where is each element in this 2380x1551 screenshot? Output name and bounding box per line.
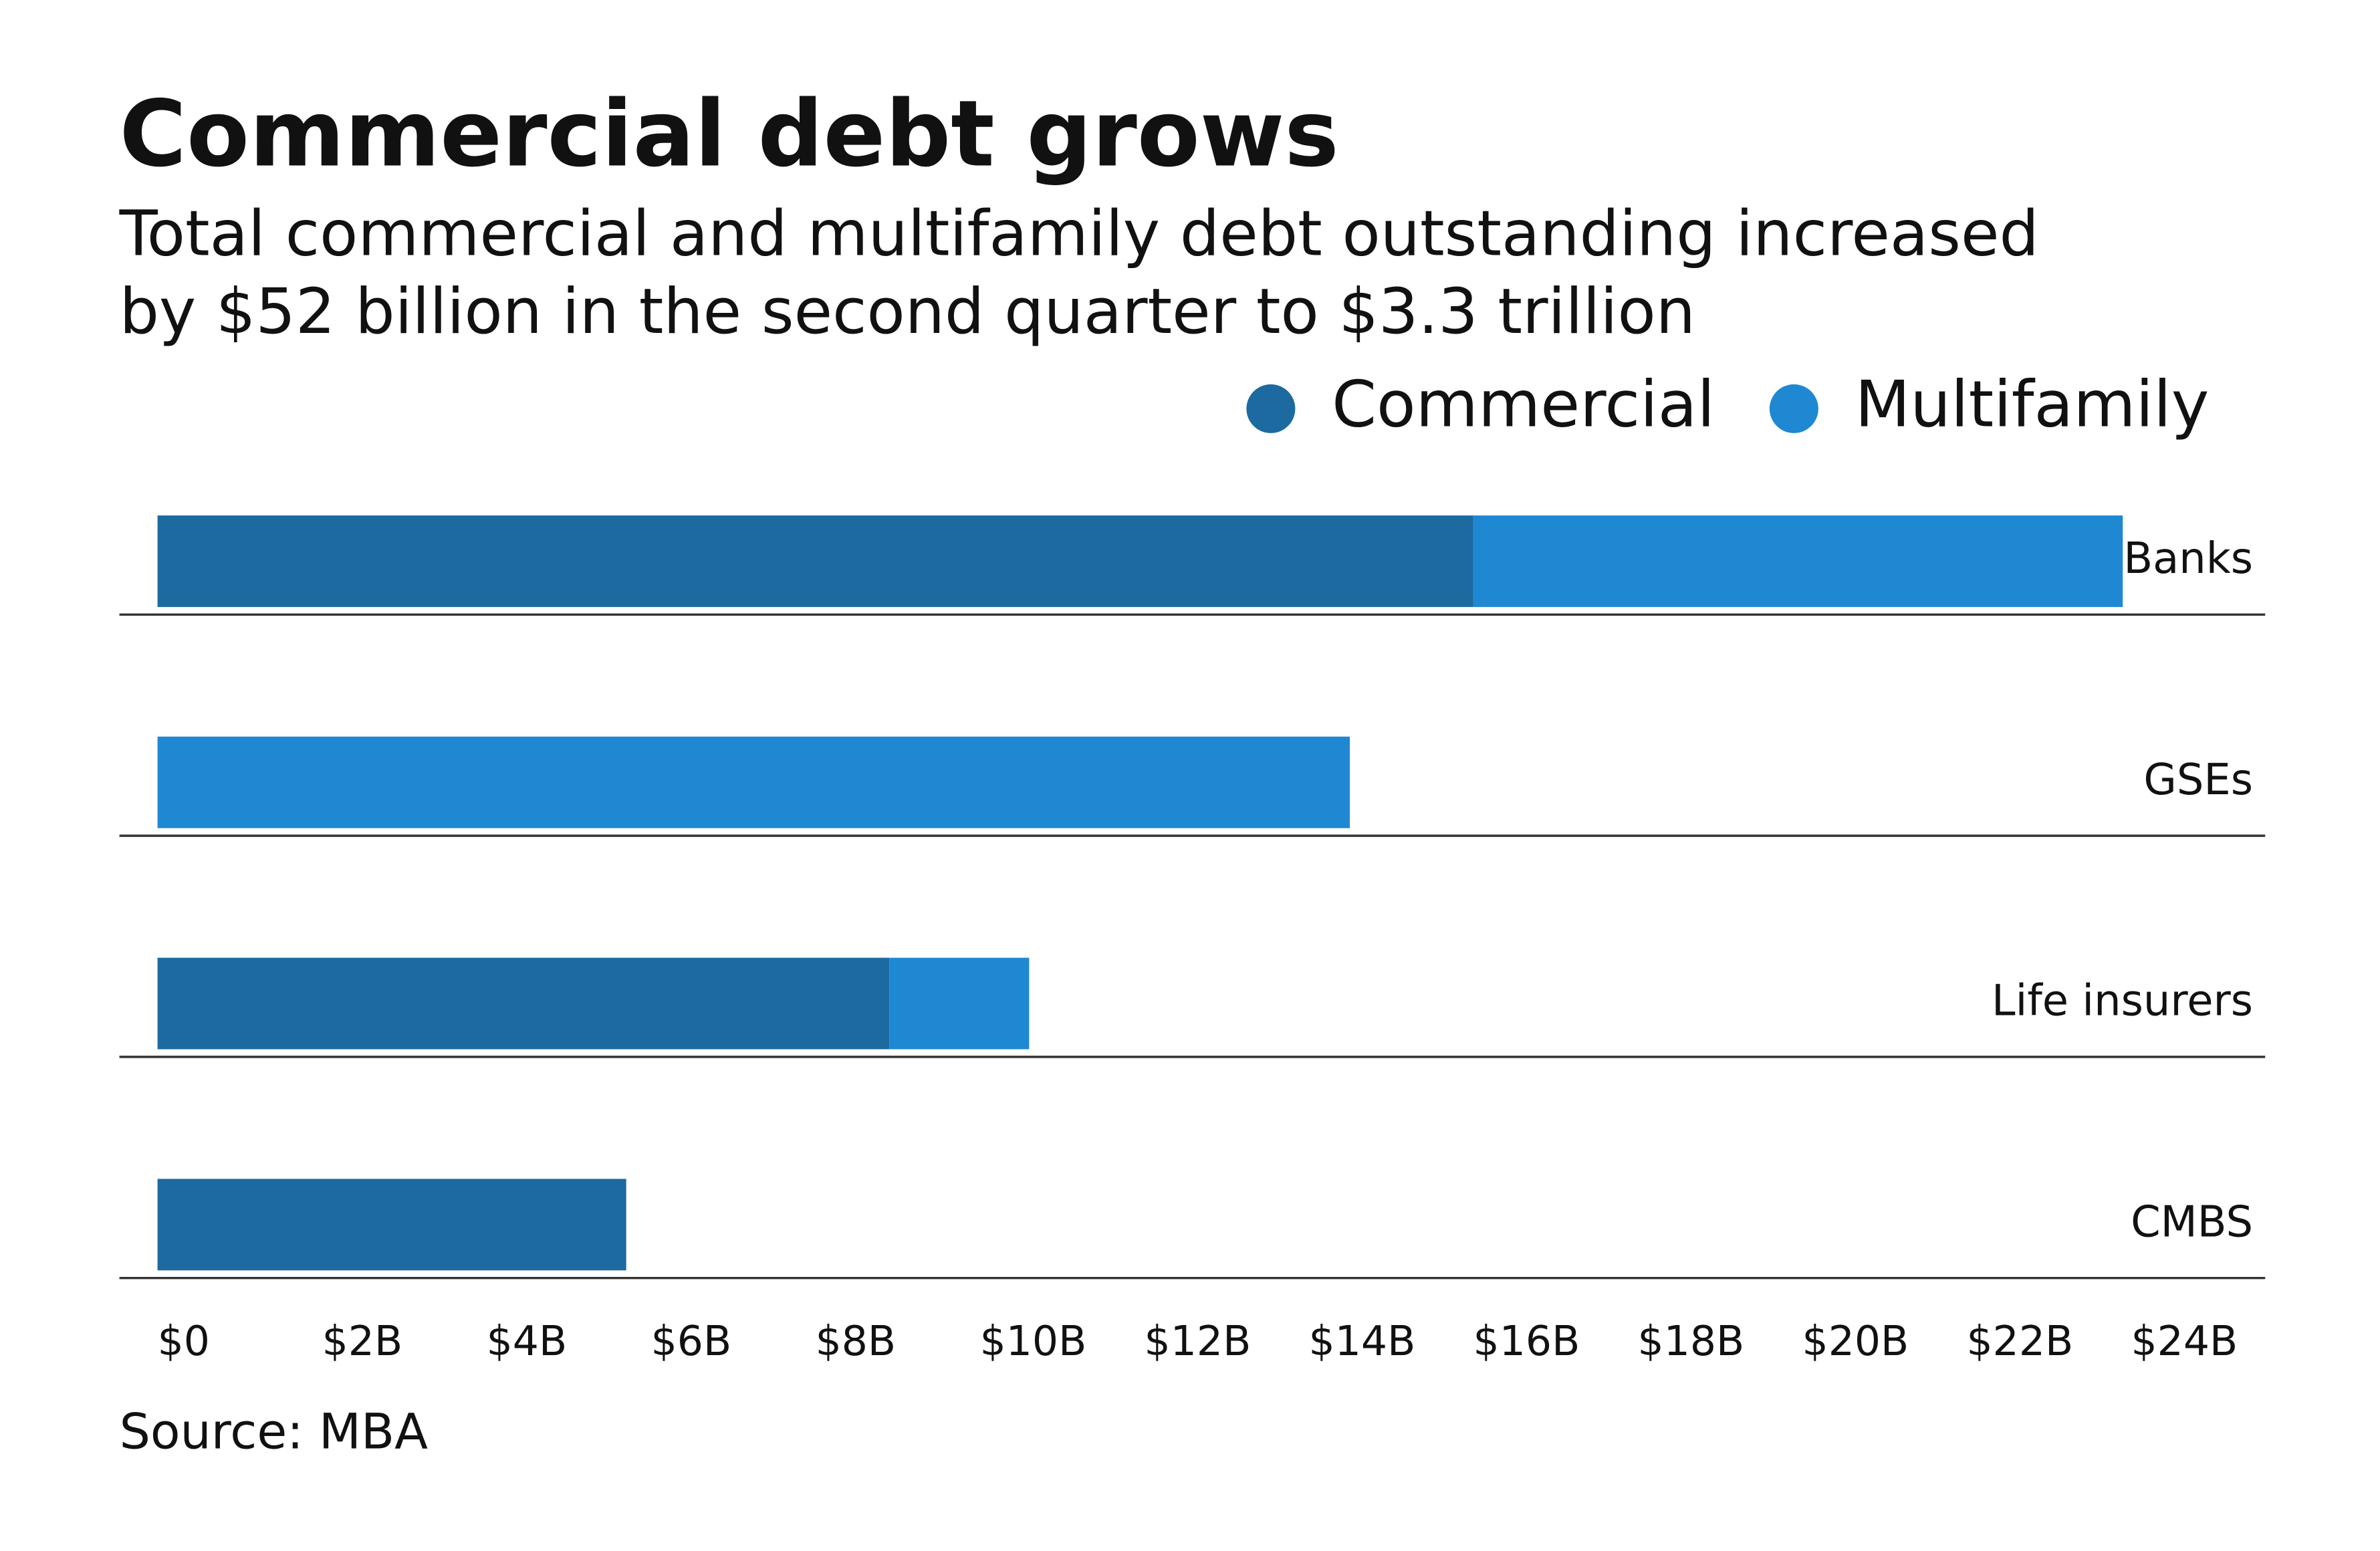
subtitle: Total commercial and multifamily debt ou… <box>119 198 2039 271</box>
x-tick-label: $16B <box>1473 1317 1580 1365</box>
legend-marker <box>1769 384 1818 433</box>
x-tick-label: $6B <box>651 1317 732 1365</box>
bar-segment <box>157 957 890 1050</box>
x-tick-label: $14B <box>1309 1317 1416 1365</box>
subtitle: by $52 billion in the second quarter to … <box>120 275 1695 348</box>
x-tick-label: $12B <box>1145 1317 1252 1365</box>
bar-segment <box>157 515 1473 607</box>
bar-segment <box>157 736 1350 828</box>
chart-title: Commercial debt grows <box>120 81 1339 187</box>
x-tick-label: $22B <box>1967 1317 2074 1365</box>
category-label: CMBS <box>2131 1197 2253 1247</box>
x-tick-label: $24B <box>2131 1317 2238 1365</box>
bar-segment <box>1473 515 2123 607</box>
x-tick-label: $2B <box>322 1317 403 1365</box>
category-label: Life insurers <box>1992 977 2253 1026</box>
legend-marker <box>1246 384 1296 433</box>
source: Source: MBA <box>120 1404 428 1461</box>
bar-segment <box>889 957 1030 1050</box>
category-label: GSEs <box>2143 755 2253 805</box>
x-tick-label: $18B <box>1638 1317 1745 1365</box>
x-tick-label: $8B <box>816 1317 897 1365</box>
category-label: Banks <box>2123 534 2253 584</box>
x-tick-label: $10B <box>980 1317 1087 1365</box>
legend-label: Multifamily <box>1855 367 2210 442</box>
bar-segment <box>157 1179 626 1271</box>
x-tick-label: $0 <box>158 1317 210 1365</box>
legend-label: Commercial <box>1332 367 1715 442</box>
x-tick-label: $20B <box>1802 1317 1909 1365</box>
x-tick-label: $4B <box>487 1317 568 1365</box>
